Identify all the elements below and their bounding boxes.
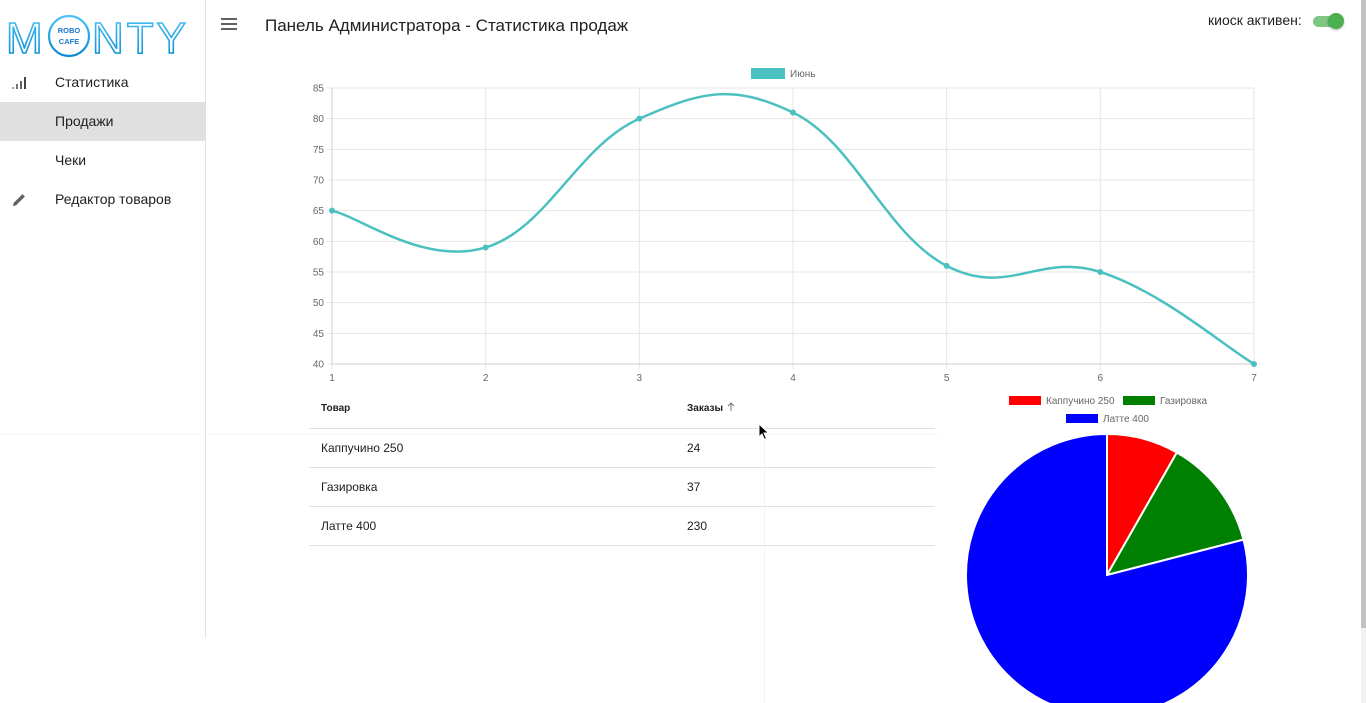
cell-product: Латте 400 — [309, 506, 675, 546]
data-point[interactable] — [943, 262, 950, 269]
orders-table: Товар Заказы Каппучино 250 24 Газировка … — [309, 389, 935, 546]
y-tick-label: 55 — [313, 268, 325, 279]
table-row[interactable]: Газировка 37 — [309, 467, 935, 507]
scrollbar-thumb[interactable] — [1361, 0, 1366, 628]
y-tick-label: 80 — [313, 114, 325, 125]
y-tick-label: 85 — [313, 84, 325, 95]
data-point[interactable] — [1097, 269, 1104, 275]
legend-label: Каппучино 250 — [1046, 396, 1115, 407]
x-axis-ticks: 1 2 3 4 5 6 7 — [329, 373, 1257, 384]
mouse-cursor-icon — [758, 423, 770, 441]
legend-label: Латте 400 — [1103, 414, 1149, 425]
y-tick-label: 65 — [313, 206, 325, 217]
pie-slice-soda[interactable] — [1104, 451, 1245, 577]
y-tick-label: 70 — [313, 176, 325, 187]
sidebar-item-sales[interactable]: Продажи — [0, 102, 205, 141]
kiosk-active-toggle[interactable] — [1311, 12, 1344, 30]
x-tick-label: 7 — [1251, 373, 1257, 384]
legend-swatch — [1066, 414, 1098, 423]
column-divider — [764, 428, 765, 703]
logo-ring-bottom: CAFE — [59, 37, 79, 46]
x-tick-label: 3 — [637, 373, 643, 384]
page-scrollbar[interactable] — [1361, 0, 1366, 703]
sidebar-item-receipts[interactable]: Чеки — [0, 141, 205, 180]
data-point[interactable] — [790, 109, 796, 116]
hamburger-icon — [219, 18, 239, 30]
toggle-track — [1313, 16, 1341, 27]
sidebar-item-label: Статистика — [55, 74, 129, 90]
cell-product: Газировка — [309, 467, 675, 507]
y-tick-label: 45 — [313, 329, 325, 340]
legend-item-cappuccino[interactable]: Каппучино 250 — [1009, 396, 1115, 407]
legend-item-latte[interactable]: Латте 400 — [1066, 414, 1149, 425]
series-points — [329, 109, 1257, 367]
y-axis-ticks: 40 45 50 55 60 65 70 75 80 85 — [313, 84, 325, 371]
column-header-label: Заказы — [687, 403, 724, 415]
legend-swatch — [1123, 396, 1155, 405]
legend-swatch — [1009, 396, 1041, 405]
kiosk-status-label: киоск активен: — [1208, 12, 1302, 28]
data-point[interactable] — [1251, 361, 1257, 367]
sidebar-item-product-editor[interactable]: Редактор товаров — [0, 180, 205, 219]
y-tick-label: 75 — [313, 145, 325, 156]
monty-logo[interactable]: M ROBO CAFE NTY — [6, 8, 196, 62]
sidebar-item-label: Чеки — [55, 152, 87, 168]
column-header-product[interactable]: Товар — [309, 389, 675, 429]
data-point[interactable] — [482, 244, 489, 251]
cell-orders: 24 — [675, 428, 935, 468]
table-row[interactable]: Латте 400 230 — [309, 506, 935, 546]
logo-letter-m: M — [6, 14, 43, 62]
x-tick-label: 5 — [944, 373, 950, 384]
x-tick-label: 2 — [483, 373, 489, 384]
sidebar-nav: Статистика Продажи Чеки Редактор товаров — [0, 63, 205, 219]
pie-chart — [965, 432, 1249, 703]
y-tick-label: 60 — [313, 237, 325, 248]
legend-label: Газировка — [1160, 396, 1208, 407]
pencil-icon — [13, 194, 25, 206]
menu-button[interactable] — [219, 16, 239, 36]
legend-label: Июнь — [790, 69, 815, 80]
legend-item-soda[interactable]: Газировка — [1123, 396, 1207, 407]
sort-arrow-up-icon — [727, 402, 735, 412]
line-chart-legend[interactable]: Июнь — [751, 68, 815, 80]
bar-chart-icon — [12, 77, 26, 89]
legend-swatch — [751, 68, 785, 79]
sidebar: M ROBO CAFE NTY Статистика Продажи Чеки — [0, 0, 206, 638]
cell-orders: 230 — [675, 506, 935, 546]
y-tick-label: 50 — [313, 298, 325, 309]
data-point[interactable] — [329, 207, 335, 214]
pie-chart-legend: Каппучино 250 Газировка Латте 400 — [1000, 394, 1214, 428]
table-header-row: Товар Заказы — [309, 389, 935, 429]
cell-product: Каппучино 250 — [309, 428, 675, 468]
x-tick-label: 6 — [1098, 373, 1104, 384]
logo-letters-nty: NTY — [92, 14, 189, 62]
toggle-thumb — [1328, 13, 1344, 29]
sidebar-item-label: Редактор товаров — [55, 191, 172, 207]
chart-grid — [327, 87, 1255, 369]
x-tick-label: 4 — [790, 373, 796, 384]
table-row[interactable]: Каппучино 250 24 — [309, 428, 935, 468]
pie-slice-latte[interactable] — [965, 432, 1249, 703]
logo-ring-top: ROBO — [58, 26, 81, 35]
sidebar-item-statistics[interactable]: Статистика — [0, 63, 205, 102]
data-point[interactable] — [636, 115, 643, 122]
x-tick-label: 1 — [329, 373, 335, 384]
page-title: Панель Администратора - Статистика прода… — [265, 16, 629, 35]
sidebar-item-label: Продажи — [55, 113, 114, 129]
cell-orders: 37 — [675, 467, 935, 507]
column-header-orders[interactable]: Заказы — [675, 389, 935, 429]
y-tick-label: 40 — [313, 360, 325, 371]
